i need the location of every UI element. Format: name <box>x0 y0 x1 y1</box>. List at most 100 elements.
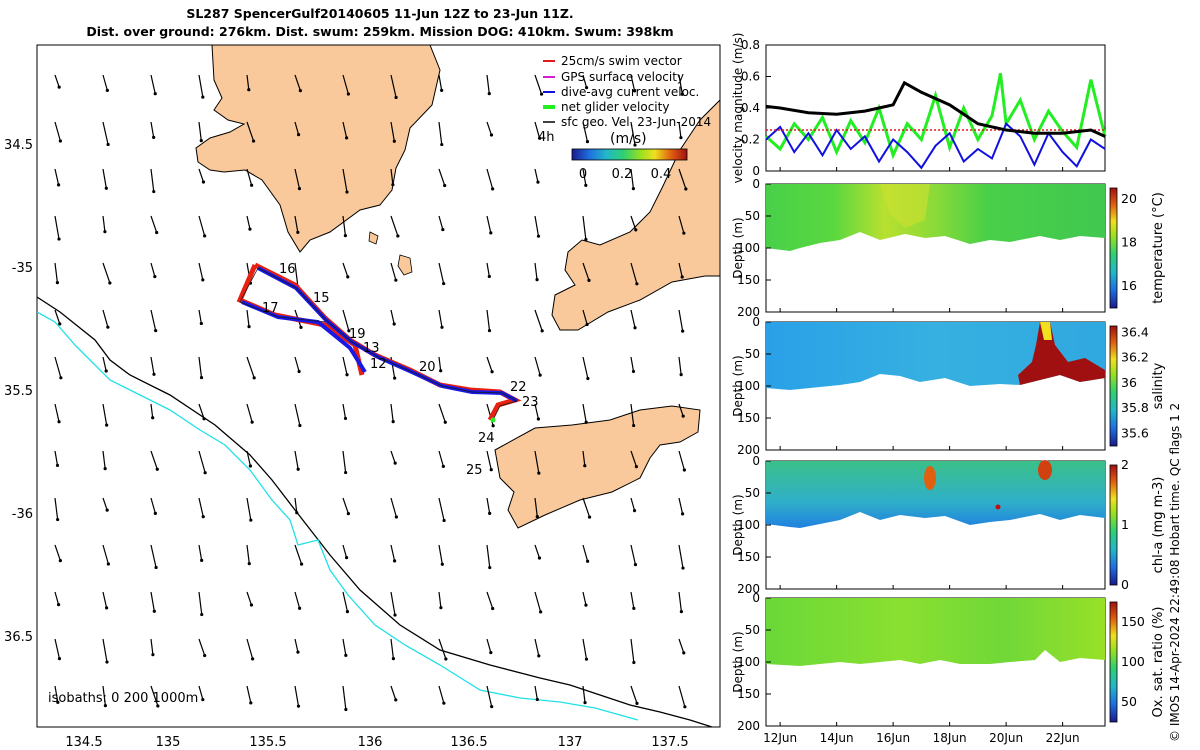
vector-arrow <box>198 309 202 324</box>
vector-arrow <box>150 685 159 707</box>
time-axis: 12Jun 14Jun 16Jun 18Jun 20Jun 22Jun <box>763 167 1080 745</box>
vector-arrow <box>630 262 638 284</box>
vector-arrow-head <box>635 701 639 705</box>
vector-arrow-head <box>439 369 443 373</box>
vector-arrow <box>246 215 251 230</box>
vector-arrow-head <box>391 183 395 187</box>
vector-arrow-head <box>346 512 350 516</box>
vector-arrow <box>630 544 637 565</box>
vector-arrow-head <box>252 376 256 380</box>
vector-arrow <box>150 591 155 612</box>
vector-arrow <box>390 309 395 325</box>
vector-arrow <box>54 262 58 283</box>
vector-arrow <box>246 403 253 423</box>
vector-arrow <box>438 638 447 660</box>
colorbar-label: chl-a (mg m-3) <box>1151 477 1166 574</box>
day-label: 19 <box>349 327 366 342</box>
vector-arrow <box>54 591 60 605</box>
vector-arrow <box>678 74 683 95</box>
vector-arrow <box>102 168 107 189</box>
depth-ytick: 150 <box>737 687 760 701</box>
vector-arrow <box>486 544 491 568</box>
vector-arrow <box>198 638 206 656</box>
vector-arrow <box>534 121 541 139</box>
legend-label-swim: 25cm/s swim vector <box>561 54 682 68</box>
vector-arrow-head <box>391 420 395 424</box>
vector-arrow-head <box>106 325 110 329</box>
vector-arrow-head <box>441 464 445 468</box>
temperature-warm-patch <box>880 184 930 228</box>
vector-arrow-head <box>444 657 448 661</box>
vector-arrow-head <box>535 515 539 519</box>
vector-arrow <box>342 638 347 656</box>
vector-arrow-head <box>56 517 60 522</box>
time-tick-label: 20Jun <box>989 731 1023 745</box>
vector-arrow-head <box>103 230 107 234</box>
vector-arrow-head <box>441 227 445 232</box>
vector-arrow-head <box>249 603 254 607</box>
depth-ytick: 0 <box>752 591 760 605</box>
vector-arrow-head <box>345 610 350 614</box>
vector-arrow <box>198 497 204 517</box>
vector-arrow-head <box>489 468 493 472</box>
section-colorbar <box>1109 187 1118 309</box>
vector-arrow-head <box>203 234 207 238</box>
vector-arrow-head <box>586 376 590 381</box>
oxygen-panel <box>765 597 1106 727</box>
vector-arrow-head <box>490 704 494 709</box>
vector-arrow <box>678 544 684 569</box>
vector-arrow <box>246 591 253 606</box>
vector-arrow-head <box>248 464 252 468</box>
vector-arrow <box>54 450 59 466</box>
vector-arrow-head <box>443 183 447 188</box>
chla-field <box>766 461 1105 528</box>
vector-arrow-head <box>200 558 204 562</box>
vector-arrow <box>294 74 301 91</box>
vector-arrow-head <box>537 471 541 475</box>
vector-arrow-head <box>440 325 444 329</box>
vector-arrow <box>534 685 538 700</box>
vector-arrow-head <box>155 467 159 471</box>
colorbar-tick: 35.6 <box>1121 425 1149 440</box>
vector-arrow-head <box>201 180 206 184</box>
vector-arrow <box>390 450 396 464</box>
velocity-ytick: 0.4 <box>741 101 760 115</box>
vector-arrow <box>54 544 61 561</box>
vector-arrow-head <box>583 464 587 468</box>
map-legend: 25cm/s swim vector GPS surface velocity … <box>543 54 711 129</box>
colorbar-tick: 36.2 <box>1121 350 1149 365</box>
day-label: 24 <box>478 431 495 446</box>
vector-arrow-head <box>487 92 491 96</box>
vector-arrow <box>486 121 493 136</box>
vector-arrow <box>102 215 106 232</box>
vector-arrow-head <box>584 420 588 424</box>
vector-arrow <box>486 356 493 372</box>
vector-arrow-head <box>55 463 60 468</box>
vector-arrow <box>534 450 540 474</box>
colorbar-tick: 18 <box>1121 235 1137 250</box>
vector-arrow <box>54 215 60 240</box>
vector-arrow-head <box>299 325 303 329</box>
vector-arrow-head <box>203 653 207 658</box>
vector-arrow-head <box>679 373 683 377</box>
velocity-ytick: 0 <box>752 164 760 178</box>
vector-arrow <box>582 74 588 88</box>
vector-arrow-head <box>201 697 205 702</box>
vector-arrow <box>678 403 684 417</box>
colorbar-tick: 2 <box>1121 457 1129 472</box>
section-colorbar <box>1109 464 1118 586</box>
vector-arrow-head <box>394 95 398 100</box>
vector-arrow <box>294 591 301 609</box>
vector-arrow-head <box>299 562 304 566</box>
vector-arrow <box>102 591 108 609</box>
depth-ylabel: Depth (m) <box>731 631 745 692</box>
vector-arrow-head <box>343 233 347 238</box>
vector-arrow <box>246 638 254 660</box>
vector-arrow-head <box>681 566 685 570</box>
vector-arrow-head <box>152 372 156 376</box>
vector-arrow <box>486 168 494 190</box>
vector-arrow-head <box>489 650 493 655</box>
vector-arrow <box>102 544 109 565</box>
colorbar-tick: 0 <box>579 167 587 182</box>
vector-arrow-head <box>392 139 396 143</box>
